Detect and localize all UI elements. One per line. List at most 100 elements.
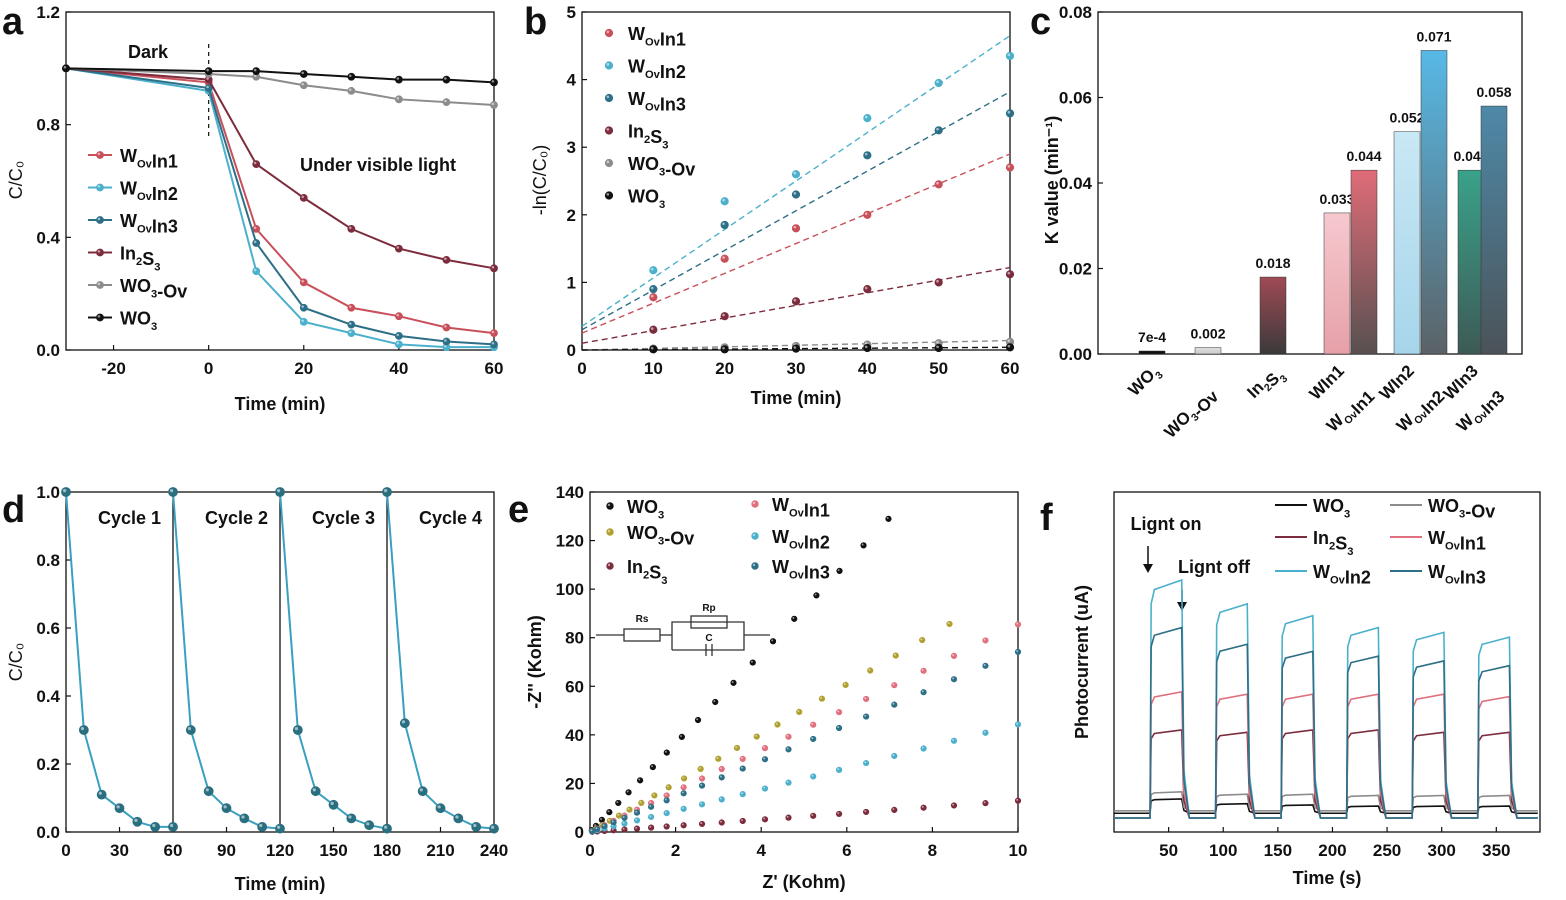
- panel-a-point: [299, 278, 308, 287]
- panel-e-point: [739, 755, 746, 762]
- panel-d-point-highlight: [384, 825, 388, 829]
- panel-a-point: [299, 303, 308, 312]
- panel-a-legend-marker-highlight: [97, 315, 101, 318]
- panel-d-point: [132, 816, 143, 827]
- panel-c-bar-WOvIn3: [1480, 105, 1508, 355]
- panel-d-point: [435, 803, 446, 814]
- panel-e-point: [761, 785, 769, 792]
- panel-e-point: [621, 826, 628, 833]
- panel-e-point-highlight: [892, 702, 895, 705]
- panel-a-point-highlight: [301, 71, 304, 75]
- panel-e-point: [842, 681, 849, 688]
- panel-e-point-highlight: [811, 814, 814, 816]
- panel-a-annotation-light: Under visible light: [300, 155, 456, 175]
- panel-a-frame: [65, 11, 495, 351]
- panel-c-y-tick-label: 0.02: [1059, 260, 1092, 279]
- panel-d-x-tick-label: 240: [480, 841, 508, 860]
- panel-e-point-highlight: [698, 767, 701, 770]
- panel-e-point: [920, 804, 927, 811]
- panel-a-point: [62, 64, 70, 73]
- panel-b-point-highlight: [1007, 344, 1011, 348]
- panel-e-point: [835, 709, 843, 716]
- panel-d-point-highlight: [312, 788, 316, 792]
- panel-c-bar-label: 0.058: [1476, 84, 1511, 100]
- panel-e-point-highlight: [1016, 650, 1019, 653]
- panel-a-y-tick-label: 0.4: [36, 228, 60, 247]
- panel-e-point-highlight: [811, 774, 814, 777]
- panel-e-point-highlight: [622, 815, 625, 818]
- panel-a-point-highlight: [253, 268, 257, 272]
- panel-b-y-tick-label: 1: [567, 273, 576, 292]
- panel-e-point-highlight: [713, 700, 716, 703]
- panel-d-cycle-line: [65, 491, 173, 828]
- panel-e-point: [1014, 721, 1022, 728]
- panel-e-x-tick-label: 0: [585, 841, 594, 860]
- panel-a-point-highlight: [206, 85, 209, 89]
- panel-e-point-highlight: [635, 807, 638, 810]
- panel-b-point-highlight: [650, 286, 654, 290]
- panel-c-y-tick-label: 0.08: [1059, 3, 1092, 22]
- panel-e-point-highlight: [843, 683, 846, 686]
- panel-b-point-highlight: [1007, 53, 1011, 57]
- panel-b-y-tick-label: 3: [567, 138, 576, 157]
- panel-e-point-highlight: [792, 617, 795, 619]
- panel-b-point-highlight: [864, 212, 868, 215]
- panel-a-legend-marker-highlight: [97, 152, 101, 156]
- panel-e-legend-marker: [606, 562, 614, 570]
- panel-a-point-highlight: [206, 77, 209, 80]
- panel-c-bar-label: 0.043: [1453, 148, 1488, 164]
- panel-e-point: [733, 744, 741, 752]
- panel-b-point-highlight: [722, 313, 725, 317]
- panel-d-x-tick-label: 210: [426, 841, 454, 860]
- panel-b-point-highlight: [650, 267, 654, 271]
- panel-b-point-highlight: [793, 192, 797, 195]
- panel-a-point-highlight: [301, 280, 304, 283]
- panel-c-bar-label: 7e-4: [1138, 329, 1166, 345]
- panel-e-point: [663, 809, 670, 817]
- panel-b-point: [720, 345, 729, 354]
- panel-e-point: [891, 806, 898, 813]
- panel-e-point: [810, 773, 817, 780]
- panel-b-point-highlight: [936, 345, 939, 349]
- panel-d-point-highlight: [98, 791, 102, 795]
- panel-e-point: [946, 620, 953, 628]
- panel-c-y-tick-label: 0.00: [1059, 345, 1092, 364]
- panel-e-point-highlight: [1016, 722, 1019, 725]
- panel-e-x-tick-label: 6: [842, 841, 851, 860]
- panel-a-x-tick-label: -20: [101, 359, 126, 378]
- panel-f-legend-label: WOvIn1: [1428, 528, 1486, 553]
- panel-a-point-highlight: [444, 339, 447, 342]
- panel-e-point-highlight: [651, 765, 654, 768]
- panel-b-point-highlight: [864, 286, 868, 290]
- panel-e-point-highlight: [735, 746, 738, 749]
- panel-e-point: [697, 765, 704, 773]
- panel-e-point: [715, 755, 722, 762]
- panel-a-point: [299, 317, 308, 326]
- panel-e-point: [1014, 621, 1022, 628]
- panel-e-point-highlight: [681, 823, 684, 826]
- panel-e-point-highlight: [666, 785, 669, 788]
- panel-e-point: [835, 810, 843, 818]
- panel-d-point-highlight: [277, 489, 281, 493]
- panel-e-point-highlight: [868, 668, 871, 671]
- panel-d-point: [382, 823, 392, 834]
- panel-e-point: [678, 733, 685, 740]
- panel-a-series-line: [65, 67, 495, 106]
- panel-a-point-highlight: [491, 80, 495, 83]
- panel-d-point: [453, 813, 464, 824]
- panel-b-y-tick-label: 0: [567, 341, 576, 360]
- panel-b-legend-label: In2S3: [628, 122, 668, 152]
- panel-letter-f: f: [1040, 497, 1053, 539]
- panel-d-cycle-label: Cycle 2: [205, 508, 268, 528]
- panel-e-point-highlight: [664, 793, 667, 796]
- panel-a-point-highlight: [206, 68, 209, 72]
- panel-d-point: [417, 786, 428, 797]
- panel-b-point: [934, 343, 943, 353]
- panel-e-point-highlight: [649, 804, 652, 807]
- panel-a-point-highlight: [396, 77, 400, 80]
- panel-d-point: [78, 725, 89, 735]
- panel-a-legend-label: WOvIn2: [120, 179, 178, 204]
- panel-a-x-tick-label: 0: [204, 359, 213, 378]
- panel-d-point: [150, 822, 161, 832]
